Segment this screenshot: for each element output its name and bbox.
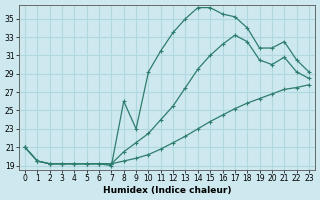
X-axis label: Humidex (Indice chaleur): Humidex (Indice chaleur) bbox=[103, 186, 231, 195]
